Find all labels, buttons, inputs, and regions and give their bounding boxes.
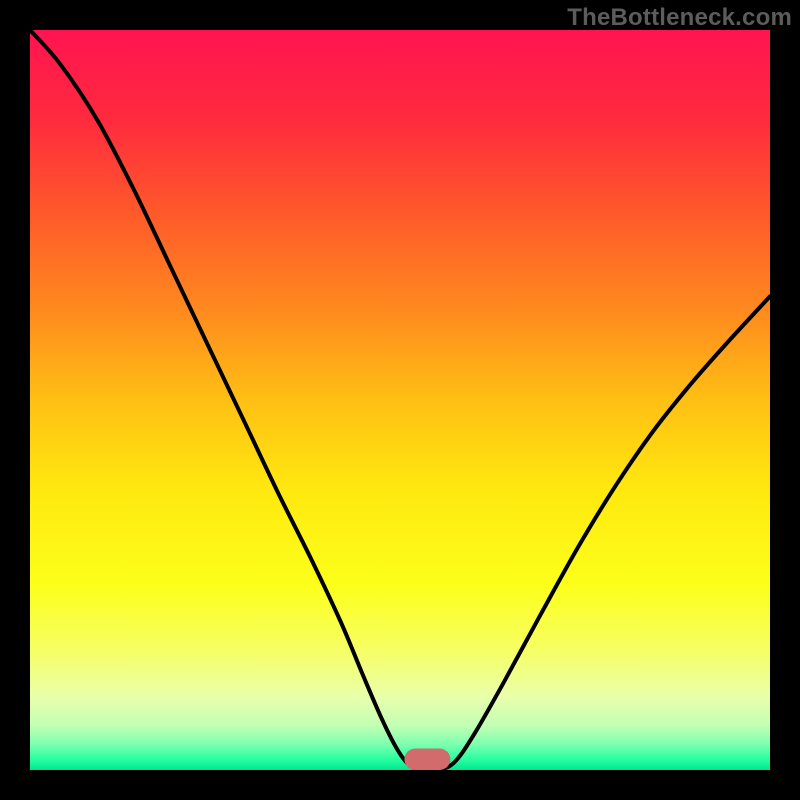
bottleneck-chart	[0, 0, 800, 800]
optimal-marker	[404, 749, 450, 770]
watermark-text: TheBottleneck.com	[567, 4, 792, 32]
chart-plot-area	[30, 30, 770, 770]
chart-stage: TheBottleneck.com	[0, 0, 800, 800]
